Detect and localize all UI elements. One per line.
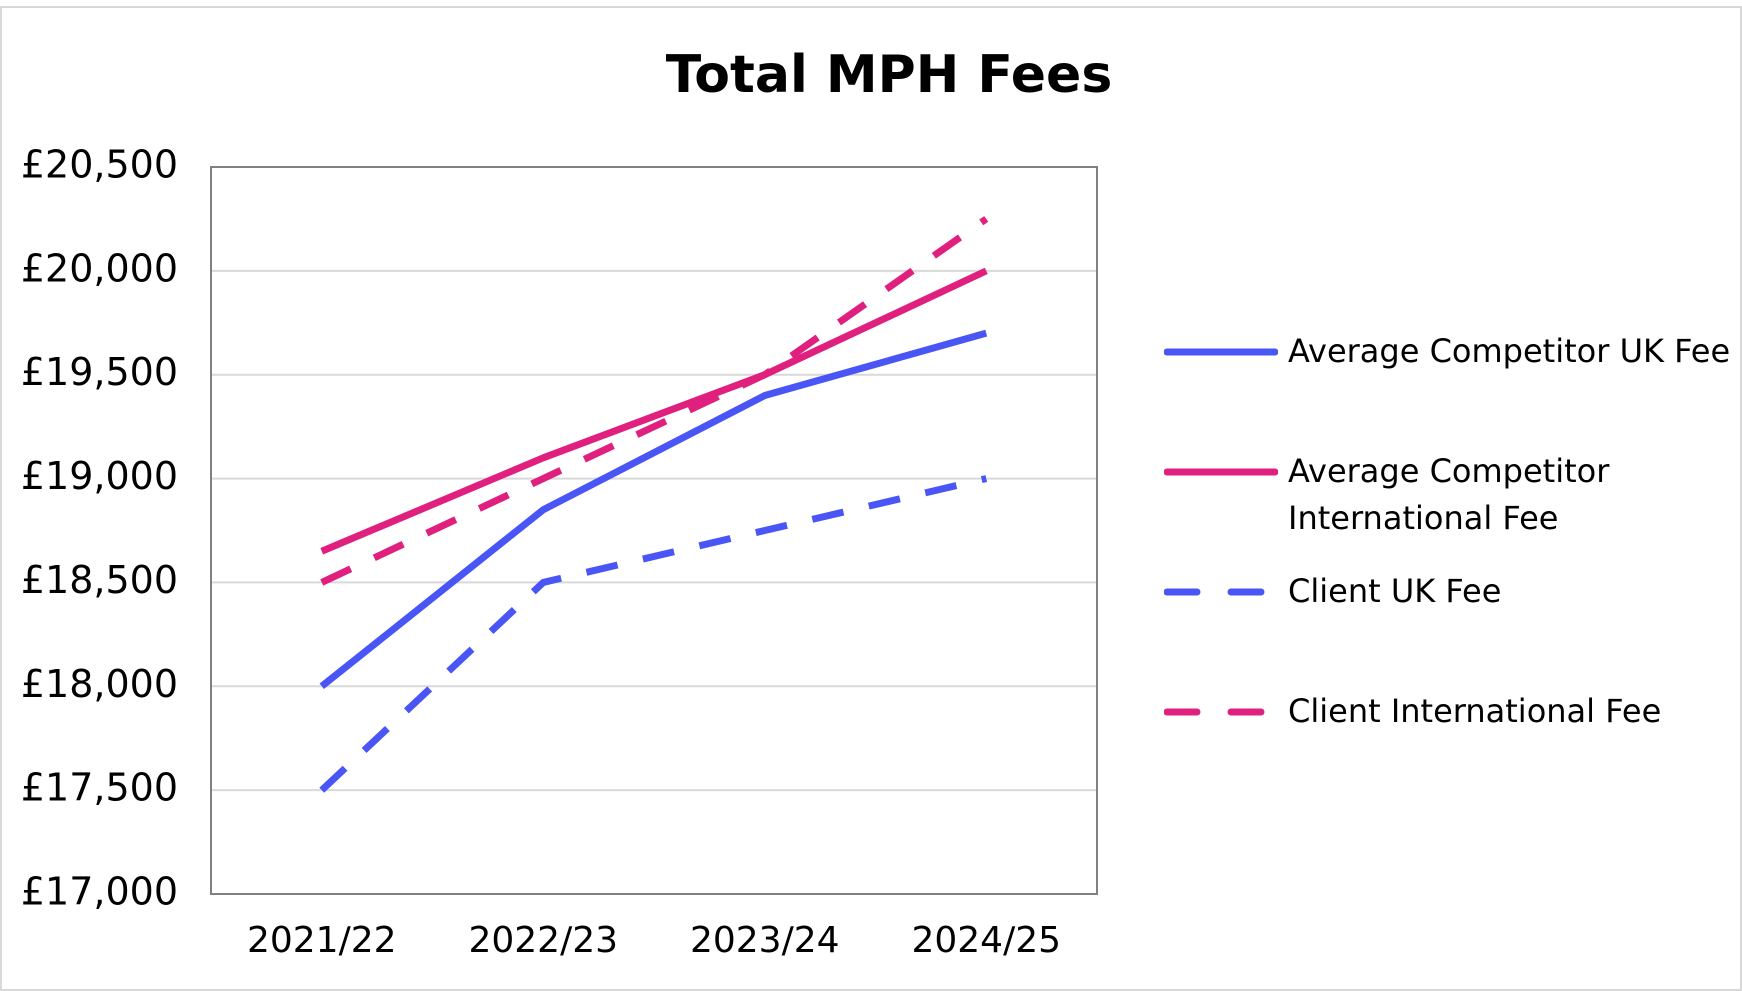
legend-swatch [1164,348,1278,356]
legend-label: Client International Fee [1288,692,1662,730]
y-tick-label: £20,500 [21,143,178,187]
x-tick-label: 2021/22 [247,920,397,961]
y-tick-label: £17,500 [21,766,178,810]
y-tick-label: £19,500 [21,350,178,394]
legend-swatch [1164,588,1278,596]
series-line [320,216,989,586]
x-tick-label: 2024/25 [911,920,1061,961]
y-tick-label: £20,000 [21,246,178,290]
legend-item: Client UK Fee [1164,568,1739,615]
legend-item: Average Competitor UK Fee [1164,328,1739,375]
legend-label: Client UK Fee [1288,572,1502,610]
legend-swatch [1164,708,1278,716]
y-tick-label: £18,000 [21,662,178,706]
y-tick-label: £19,000 [21,454,178,498]
series-line [319,329,988,690]
x-tick-label: 2022/23 [468,920,618,961]
chart-border [0,6,1742,991]
legend-item: Average Competitor International Fee [1164,448,1739,542]
legend-label: Average Competitor International Fee [1288,452,1610,537]
legend-item: Client International Fee [1164,688,1739,735]
y-tick-label: £17,000 [21,870,178,914]
plot-border [210,166,1098,895]
y-tick-label: £18,500 [21,558,178,602]
legend-label: Average Competitor UK Fee [1288,332,1731,370]
chart-title: Total MPH Fees [666,45,1113,105]
series-line [320,267,988,555]
series-line [319,475,988,793]
x-tick-label: 2023/24 [690,920,840,961]
legend-swatch [1164,468,1278,476]
